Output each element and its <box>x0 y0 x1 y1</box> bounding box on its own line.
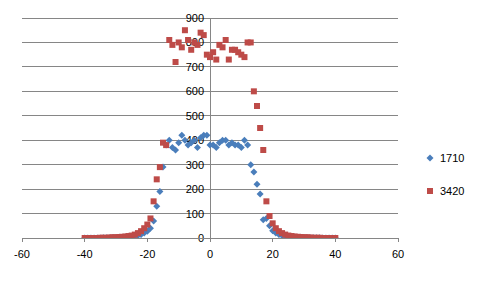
x-tick-label: -40 <box>77 248 93 260</box>
point <box>154 176 160 182</box>
point <box>175 139 182 146</box>
x-tick-label: 20 <box>267 248 279 260</box>
series <box>81 132 339 238</box>
point <box>210 49 216 55</box>
y-tick-label: 700 <box>186 61 204 73</box>
point <box>263 198 269 204</box>
point <box>254 181 261 188</box>
point <box>251 88 257 94</box>
point <box>223 37 229 43</box>
point <box>332 235 339 239</box>
legend-marker <box>427 188 433 194</box>
point <box>151 198 157 204</box>
point <box>191 137 198 144</box>
point <box>194 42 200 48</box>
point <box>173 59 179 65</box>
point <box>157 164 163 170</box>
point <box>147 215 153 221</box>
y-tick <box>206 213 210 214</box>
point <box>267 213 273 219</box>
point <box>179 44 185 50</box>
point <box>257 125 263 131</box>
x-tick <box>272 238 273 242</box>
point <box>260 147 266 153</box>
point <box>241 54 247 60</box>
point <box>226 57 232 63</box>
point <box>194 144 201 151</box>
y-tick-label: 600 <box>186 85 204 97</box>
point <box>156 188 163 195</box>
point <box>220 44 226 50</box>
point <box>188 47 194 53</box>
y-tick <box>206 164 210 165</box>
x-tick-label: -20 <box>139 248 155 260</box>
y-tick <box>206 115 210 116</box>
x-tick-label: 60 <box>392 248 404 260</box>
point <box>257 191 264 198</box>
y-tick-label: 800 <box>186 36 204 48</box>
x-tick <box>147 238 148 242</box>
x-tick <box>335 238 336 242</box>
point <box>213 57 219 63</box>
x-tick <box>210 238 211 242</box>
y-tick <box>206 42 210 43</box>
point <box>332 235 338 238</box>
point <box>254 103 260 109</box>
x-tick <box>84 238 85 242</box>
point <box>238 144 245 151</box>
plot-area <box>81 27 339 238</box>
point <box>248 39 254 45</box>
y-tick <box>206 189 210 190</box>
x-tick <box>398 238 399 242</box>
point <box>185 37 191 43</box>
point <box>201 32 207 38</box>
y-tick-label: 900 <box>186 12 204 24</box>
x-tick-label: -60 <box>14 248 30 260</box>
legend-label: 3420 <box>440 185 464 197</box>
y-tick-label: 200 <box>186 183 204 195</box>
y-tick <box>206 140 210 141</box>
x-tick <box>22 238 23 242</box>
series <box>82 27 339 238</box>
y-tick <box>206 91 210 92</box>
point <box>169 42 175 48</box>
chart: 0100200300400500600700800900-60-40-20020… <box>0 0 482 290</box>
y-tick <box>206 66 210 67</box>
y-tick-label: 500 <box>186 110 204 122</box>
x-tick-label: 40 <box>329 248 341 260</box>
point <box>172 147 179 154</box>
point <box>247 161 254 168</box>
point <box>203 132 210 139</box>
y-tick <box>206 18 210 19</box>
y-tick-label: 100 <box>186 208 204 220</box>
x-tick-label: 0 <box>207 248 213 260</box>
point <box>244 142 251 149</box>
legend-label: 1710 <box>440 152 464 164</box>
point <box>163 142 170 149</box>
point <box>182 27 188 33</box>
point <box>163 142 169 148</box>
legend-marker <box>427 155 434 162</box>
point <box>250 169 257 176</box>
point <box>144 222 150 228</box>
y-tick-label: 300 <box>186 159 204 171</box>
